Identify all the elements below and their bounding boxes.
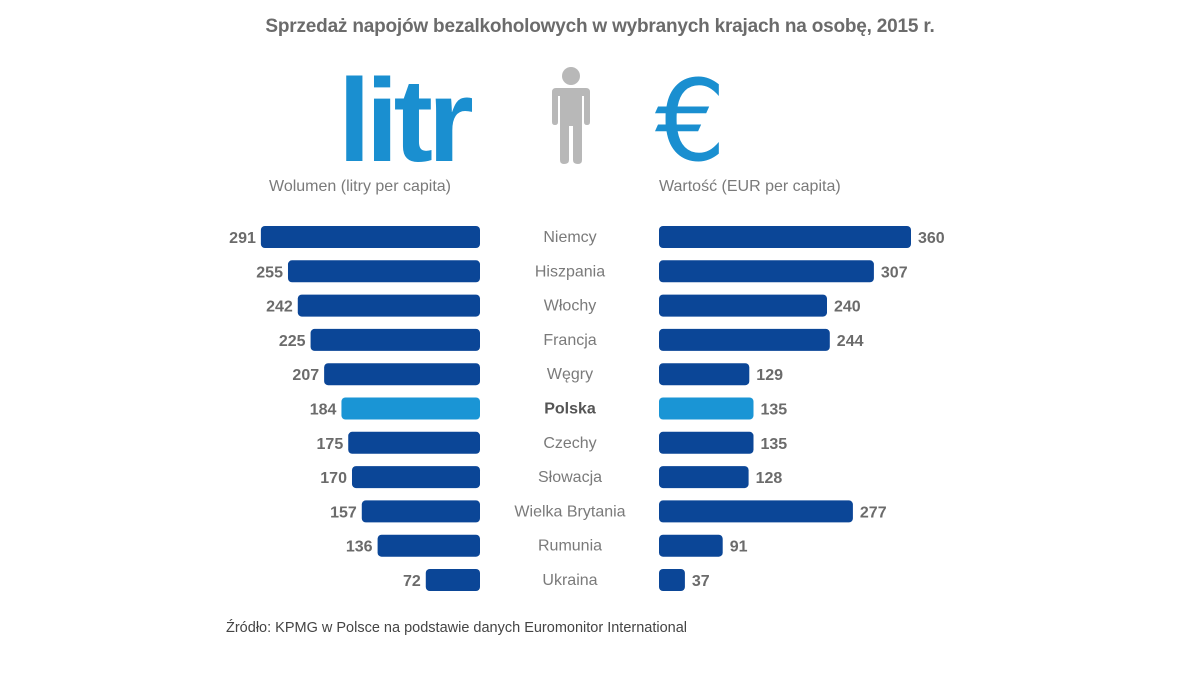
value-bars-group: 360 307 240 244 129 135 135 128 277 91 37: [659, 226, 945, 591]
value-value-label: 37: [692, 573, 710, 590]
country-label: Hiszpania: [535, 263, 605, 280]
volume-bar-7: [351, 466, 480, 489]
value-bar-5: [659, 397, 754, 420]
value-bar-2: [659, 294, 827, 317]
volume-value-label: 184: [310, 402, 337, 419]
value-value-label: 277: [860, 504, 887, 521]
value-bar-6: [659, 431, 754, 454]
value-bar-10: [659, 569, 685, 591]
volume-value-label: 255: [256, 264, 283, 281]
volume-value-label: 242: [266, 299, 293, 316]
value-value-label: 128: [756, 470, 783, 487]
volume-bar-2: [297, 294, 480, 317]
country-label: Niemcy: [543, 229, 596, 246]
value-value-label: 135: [761, 436, 788, 453]
volume-value-label: 225: [279, 333, 306, 350]
country-label: Ukraina: [542, 572, 597, 589]
country-label: Wielka Brytania: [514, 503, 625, 520]
value-subtitle: Wartość (EUR per capita): [659, 178, 841, 195]
volume-bar-6: [348, 431, 480, 454]
country-label: Węgry: [547, 366, 593, 383]
value-value-label: 240: [834, 299, 861, 316]
volume-bar-4: [324, 363, 480, 386]
value-bar-3: [659, 328, 830, 351]
value-bar-8: [659, 500, 853, 523]
volume-value-label: 136: [346, 539, 373, 556]
value-value-label: 360: [918, 230, 945, 247]
volume-bar-5: [341, 397, 480, 420]
country-label: Czechy: [543, 435, 596, 452]
volume-subtitle: Wolumen (litry per capita): [269, 178, 451, 195]
value-value-label: 91: [730, 539, 748, 556]
volume-value-label: 72: [403, 573, 421, 590]
volume-bar-3: [310, 328, 480, 351]
value-value-label: 135: [761, 402, 788, 419]
value-bar-7: [659, 466, 749, 489]
volume-value-label: 157: [330, 504, 357, 521]
volume-value-label: 175: [317, 436, 344, 453]
volume-bar-8: [361, 500, 480, 523]
volume-bar-1: [287, 260, 480, 283]
country-label: Francja: [543, 332, 596, 349]
chart-title: Sprzedaż napojów bezalkoholowych w wybra…: [265, 16, 935, 37]
volume-value-label: 170: [320, 470, 347, 487]
euro-icon: €: [655, 57, 727, 187]
country-label: Włochy: [544, 298, 596, 315]
volume-bar-10: [425, 569, 480, 591]
value-bar-1: [659, 260, 874, 283]
volume-bar-0: [260, 226, 480, 248]
source-note: Źródło: KPMG w Polsce na podstawie danyc…: [226, 620, 688, 636]
country-labels-group: Niemcy Hiszpania Włochy Francja Węgry Polska C…: [514, 229, 625, 589]
value-value-label: 129: [756, 367, 783, 384]
value-bar-0: [659, 226, 911, 248]
volume-value-label: 207: [292, 367, 319, 384]
value-value-label: 307: [881, 264, 908, 281]
value-bar-4: [659, 363, 750, 386]
country-label: Polska: [544, 401, 596, 418]
volume-bar-9: [377, 534, 480, 557]
country-label: Słowacja: [538, 469, 602, 486]
volume-value-label: 291: [229, 230, 256, 247]
country-label: Rumunia: [538, 538, 602, 555]
value-value-label: 244: [837, 333, 864, 350]
value-bar-9: [659, 534, 723, 557]
litre-icon: litr: [338, 55, 474, 187]
person-icon: [552, 67, 590, 164]
